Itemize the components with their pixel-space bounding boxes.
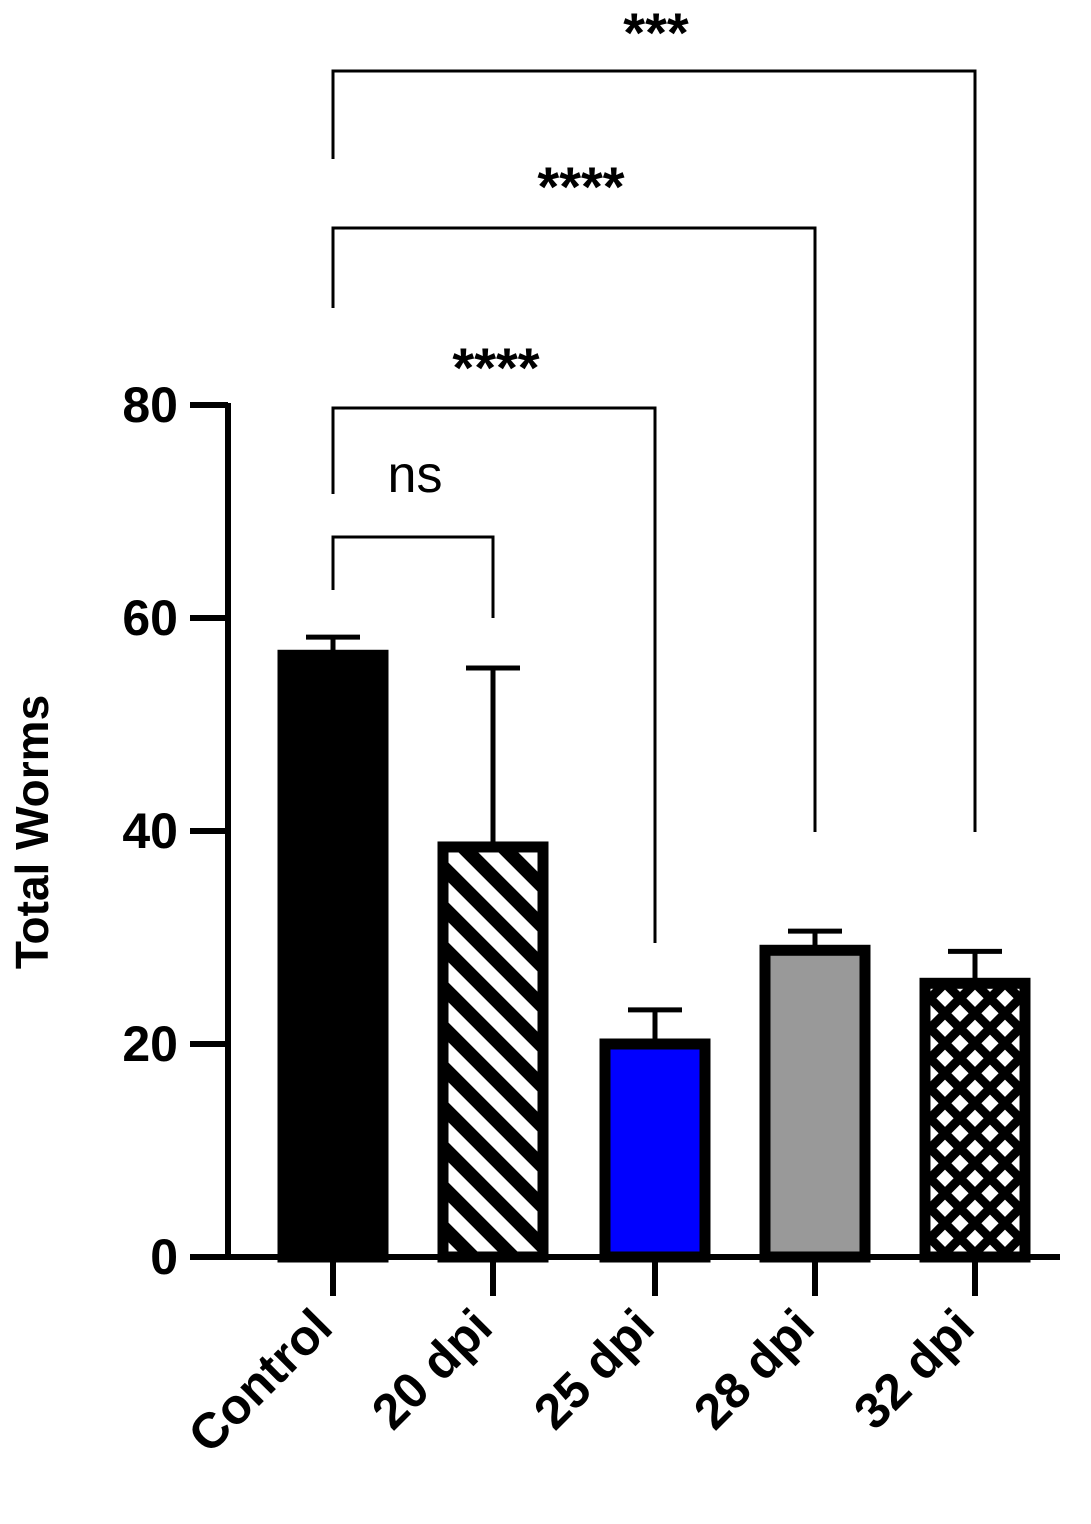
x-tick-label-2: 20 dpi — [361, 1298, 503, 1440]
x-tick-label-1: Control — [178, 1298, 343, 1463]
bars — [277, 634, 1045, 1524]
bracket-4: *** — [331, 1, 977, 832]
significance-label-1: ns — [388, 446, 443, 504]
significance-label-4: *** — [623, 1, 689, 64]
hatch-line — [905, 1393, 1045, 1524]
bar-group-4 — [759, 928, 871, 1263]
x-tick-label-3: 25 dpi — [523, 1298, 665, 1440]
bar-1 — [283, 655, 383, 1257]
y-tick-label-60: 60 — [122, 590, 178, 646]
significance-brackets: ns*********** — [331, 1, 977, 943]
bar-4 — [765, 950, 865, 1257]
stripe-line — [423, 1407, 563, 1524]
bracket-1: ns — [331, 446, 495, 618]
y-tick-label-80: 80 — [122, 377, 178, 433]
significance-label-2: **** — [452, 336, 539, 399]
x-tick-label-5: 32 dpi — [843, 1298, 985, 1440]
bar-5 — [925, 983, 1025, 1257]
bracket-line-1 — [331, 535, 495, 618]
hatch-line — [905, 823, 1045, 963]
bar-group-2 — [423, 665, 563, 1524]
hatch-line — [905, 1393, 1045, 1524]
x-tick-label-4: 28 dpi — [683, 1298, 825, 1440]
bar-group-5 — [905, 823, 1045, 1524]
y-tick-label-0: 0 — [150, 1229, 178, 1285]
bracket-3: **** — [331, 155, 817, 832]
bracket-2: **** — [331, 336, 657, 943]
axes: 0 20 40 60 80 Control 20 dpi 25 dpi 28 dpi 32 dpi — [122, 377, 1060, 1463]
y-tick-label-20: 20 — [122, 1016, 178, 1072]
bracket-line-3 — [331, 226, 817, 832]
y-axis-title: Total Worms — [6, 695, 58, 969]
bar-group-1 — [277, 634, 389, 1263]
bracket-line-4 — [331, 69, 977, 832]
bar-3 — [605, 1044, 705, 1257]
bar-group-3 — [599, 1007, 711, 1263]
bracket-line-2 — [331, 406, 657, 943]
significance-label-3: **** — [537, 155, 624, 218]
y-tick-label-40: 40 — [122, 803, 178, 859]
hatch-line — [905, 823, 1045, 963]
